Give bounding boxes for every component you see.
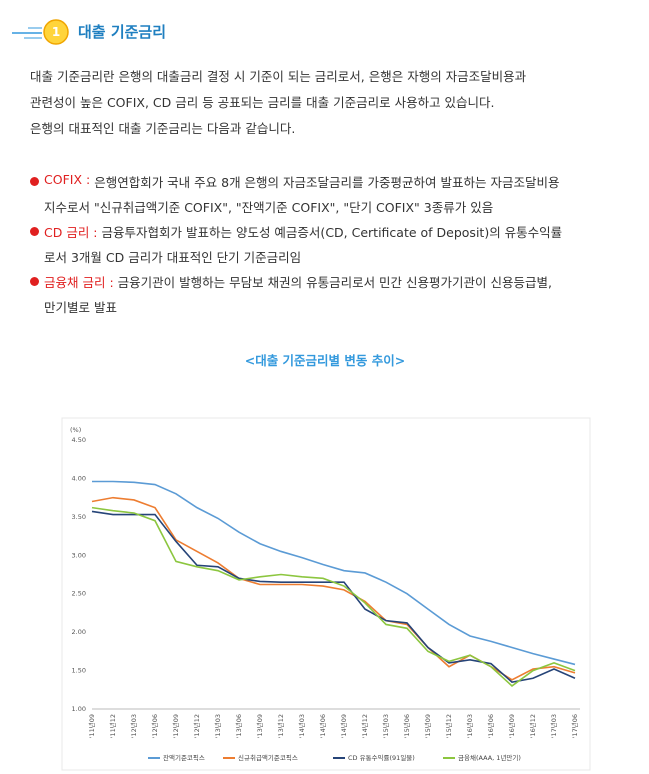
series-line xyxy=(91,496,576,681)
x-tick-label: '13년06 xyxy=(234,714,243,738)
x-tick-label: '12년06 xyxy=(150,714,159,738)
bullet-dot xyxy=(30,277,39,286)
bullet-text: 로서 3개월 CD 금리가 대표적인 단기 기준금리임 xyxy=(44,250,302,265)
intro-line: 대출 기준금리란 은행의 대출금리 결정 시 기준이 되는 금리로서, 은행은 … xyxy=(30,69,527,84)
y-tick-label: 4.50 xyxy=(72,436,86,444)
bullet-text: 만기별로 발표 xyxy=(44,300,117,315)
y-tick-label: 4.00 xyxy=(72,474,86,482)
y-tick-label: 1.00 xyxy=(72,705,86,713)
y-tick-label: 3.50 xyxy=(72,513,86,521)
y-tick-label: 3.00 xyxy=(72,551,86,559)
x-tick-label: '12년09 xyxy=(171,714,180,738)
y-unit: (%) xyxy=(70,426,81,434)
intro-line: 은행의 대표적인 대출 기준금리는 다음과 같습니다. xyxy=(30,121,296,136)
y-tick-label: 2.00 xyxy=(72,628,86,636)
x-tick-label: '15년12 xyxy=(444,714,453,738)
x-tick-label: '11년12 xyxy=(108,714,117,738)
series-line xyxy=(91,510,576,683)
legend-label: 잔액기준코픽스 xyxy=(163,753,205,762)
x-tick-label: '16년03 xyxy=(465,714,474,738)
x-tick-label: '16년09 xyxy=(507,714,516,738)
bullet-text: 지수로서 "신규취급액기준 COFIX", "잔액기준 COFIX", "단기 … xyxy=(44,200,494,215)
bullet-label: COFIX : xyxy=(44,172,91,187)
bullet-dot xyxy=(30,227,39,236)
bullet-text: 금융투자협회가 발표하는 양도성 예금증서(CD, Certificate of… xyxy=(101,225,563,240)
series-line xyxy=(92,480,576,666)
x-tick-label: '17년03 xyxy=(549,714,558,738)
x-tick-label: '14년12 xyxy=(360,714,369,738)
x-tick-label: '14년06 xyxy=(318,714,327,738)
x-tick-label: '14년03 xyxy=(297,714,306,738)
bullet-label: 금융채 금리 : xyxy=(44,275,114,290)
x-tick-label: '13년09 xyxy=(255,714,264,738)
series-line xyxy=(91,506,576,687)
legend-label: CD 유통수익률(91일물) xyxy=(348,753,415,762)
chart-frame xyxy=(61,417,591,771)
x-tick-label: '15년09 xyxy=(423,714,432,738)
legend-label: 신규취급액기준코픽스 xyxy=(238,753,298,762)
x-tick-label: '16년06 xyxy=(486,714,495,738)
x-tick-label: '12년12 xyxy=(192,714,201,738)
x-tick-label: '15년03 xyxy=(381,714,390,738)
x-tick-label: '14년09 xyxy=(339,714,348,738)
x-tick-label: '12년03 xyxy=(129,714,138,738)
x-tick-label: '17년06 xyxy=(570,714,579,738)
y-tick-label: 2.50 xyxy=(72,590,86,598)
x-tick-label: '16년12 xyxy=(528,714,537,738)
bullet-text: 은행연합회가 국내 주요 8개 은행의 자금조달금리를 가중평균하여 발표하는 … xyxy=(94,175,560,190)
bullet-dot xyxy=(30,177,39,186)
x-tick-label: '11년09 xyxy=(87,714,96,738)
chart-title: <대출 기준금리별 변동 추이> xyxy=(245,353,406,368)
x-tick-label: '13년12 xyxy=(276,714,285,738)
x-tick-label: '15년06 xyxy=(402,714,411,738)
header-icon: 1 xyxy=(12,19,69,45)
badge: 1 xyxy=(52,25,60,39)
header-title: 대출 기준금리 xyxy=(78,23,166,41)
bullet-text: 금융기관이 발행하는 무담보 채권의 유통금리로서 민간 신용평가기관이 신용등… xyxy=(117,275,552,290)
intro-line: 관련성이 높은 COFIX, CD 금리 등 공표되는 금리를 대출 기준금리로… xyxy=(30,95,495,110)
y-tick-label: 1.50 xyxy=(72,667,86,675)
bullet-label: CD 금리 : xyxy=(44,225,98,240)
legend-label: 금융채(AAA, 1년만기) xyxy=(458,753,521,762)
x-tick-label: '13년03 xyxy=(213,714,222,738)
